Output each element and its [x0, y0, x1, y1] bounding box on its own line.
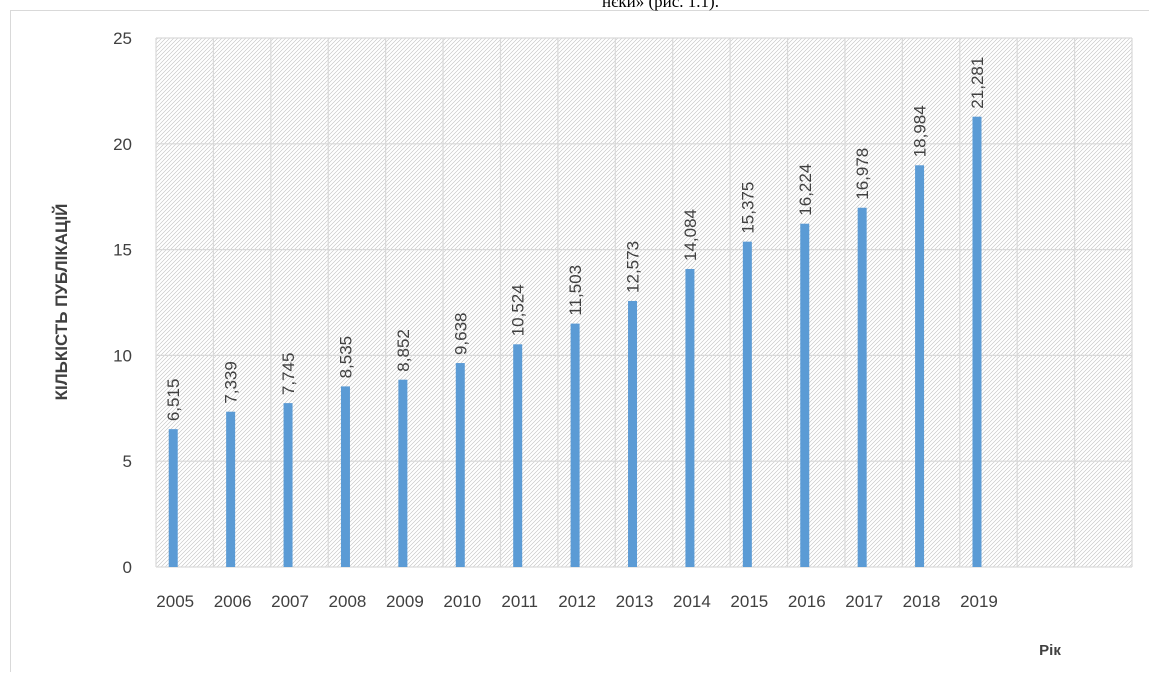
plot-area	[156, 38, 1132, 567]
bar-2010	[455, 363, 465, 567]
bar-2011	[513, 344, 523, 567]
data-label-2017: 16,978	[853, 148, 872, 200]
bar-2016	[800, 223, 810, 567]
bar-2012	[570, 323, 580, 567]
x-tick-2014: 2014	[673, 592, 711, 611]
bar-2009	[398, 379, 408, 567]
x-tick-2006: 2006	[214, 592, 252, 611]
x-tick-2010: 2010	[443, 592, 481, 611]
bar-2008	[340, 386, 350, 567]
caption-text: нєки» (рис. 1.1).	[602, 0, 719, 11]
y-tick-5: 5	[123, 452, 132, 471]
y-axis-label: КІЛЬКІСТЬ ПУБЛІКАЦІЙ	[52, 204, 71, 401]
bar-2017	[857, 207, 867, 567]
x-axis-label: Рік	[1039, 642, 1061, 659]
x-tick-2007: 2007	[271, 592, 309, 611]
tick-labels: 0 5 10 15 20 25 2005 2006 2007 2008 2009 2010 2011 20…	[113, 29, 998, 611]
data-label-2019: 21,281	[968, 57, 987, 109]
bar-2018	[915, 165, 925, 567]
y-tick-25: 25	[113, 29, 132, 48]
bar-2006	[226, 411, 236, 567]
data-label-2009: 8,852	[394, 329, 413, 372]
chart-frame	[10, 10, 1149, 672]
bars	[168, 116, 982, 568]
x-tick-2008: 2008	[329, 592, 367, 611]
data-label-2011: 10,524	[509, 284, 528, 336]
bar-2005	[168, 429, 178, 567]
bar-2019	[972, 116, 982, 568]
x-tick-2011: 2011	[501, 592, 538, 611]
data-label-2005: 6,515	[164, 379, 183, 422]
data-label-2008: 8,535	[336, 336, 355, 379]
data-label-2018: 18,984	[911, 105, 930, 157]
data-label-2013: 12,573	[624, 241, 643, 293]
data-label-2006: 7,339	[222, 361, 241, 404]
x-tick-2016: 2016	[788, 592, 826, 611]
bar-2015	[742, 241, 752, 568]
x-tick-2012: 2012	[558, 592, 596, 611]
data-label-2012: 11,503	[566, 265, 585, 316]
x-tick-2005: 2005	[156, 592, 194, 611]
y-tick-20: 20	[113, 135, 132, 154]
gridlines	[155, 37, 1133, 568]
y-tick-15: 15	[113, 241, 132, 260]
data-label-2015: 15,375	[738, 182, 757, 234]
data-label-2010: 9,638	[451, 313, 470, 356]
data-label-2016: 16,224	[796, 164, 815, 216]
data-labels: 6,515 7,339 7,745 8,535 8,852 9,638 10,524 11,5…	[164, 57, 987, 421]
x-tick-2015: 2015	[730, 592, 768, 611]
bar-2007	[283, 403, 293, 567]
x-tick-2009: 2009	[386, 592, 424, 611]
x-tick-2018: 2018	[903, 592, 941, 611]
y-tick-0: 0	[123, 558, 132, 577]
bar-2014	[685, 268, 695, 567]
x-tick-2017: 2017	[845, 592, 883, 611]
data-label-2014: 14,084	[681, 209, 700, 261]
x-tick-2019: 2019	[960, 592, 998, 611]
x-tick-2013: 2013	[616, 592, 654, 611]
y-tick-10: 10	[113, 346, 132, 365]
data-label-2007: 7,745	[279, 353, 298, 396]
bar-2013	[628, 300, 638, 567]
